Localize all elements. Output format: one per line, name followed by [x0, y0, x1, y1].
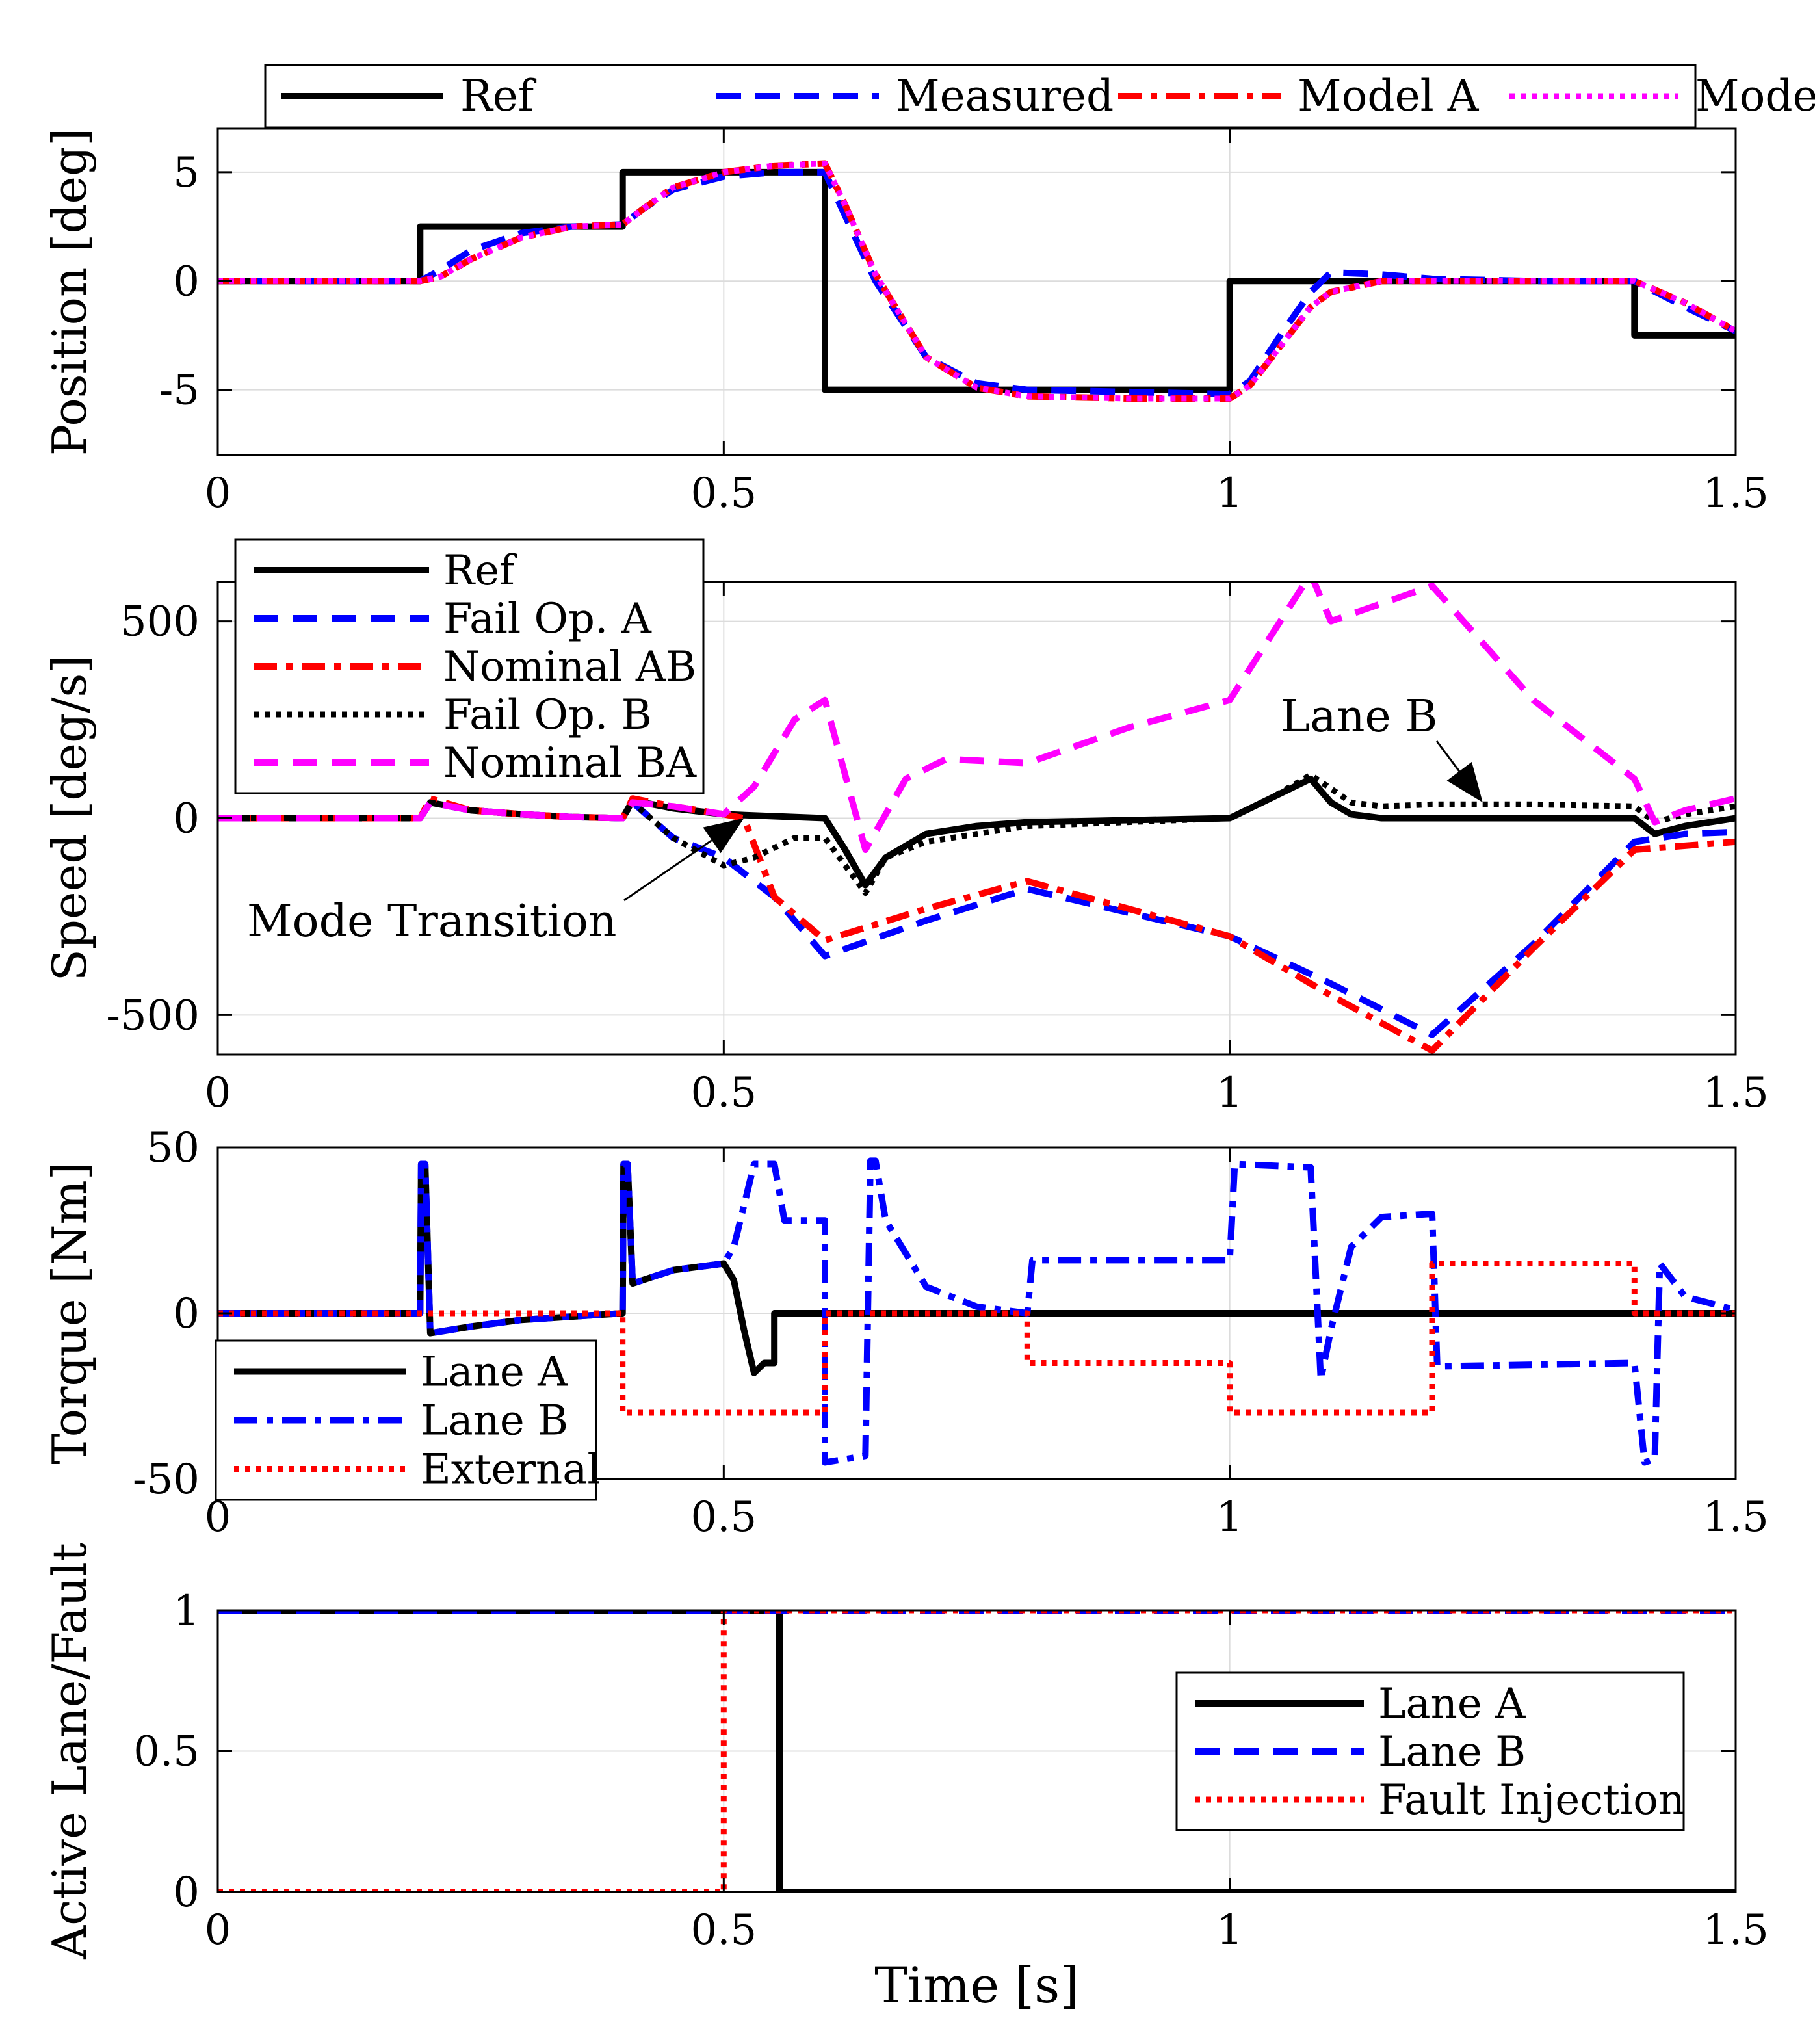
series-line-model-b	[218, 161, 1736, 402]
legend-label: External	[421, 1446, 601, 1494]
legend: Ref Measured Model A Model B	[264, 64, 1815, 129]
x-tick-label: 1	[1216, 1493, 1243, 1541]
legend-label: Ref	[443, 547, 517, 595]
y-tick-label: 1	[173, 1587, 200, 1635]
series-line-lane-a	[218, 1610, 1736, 1892]
x-tick-label: 1.5	[1703, 1906, 1769, 1954]
x-tick-label: 1	[1216, 1069, 1243, 1117]
annotation-arrow-head	[703, 818, 744, 854]
series-line-lane-b	[218, 1157, 1736, 1466]
legend-label: Measured	[896, 71, 1114, 121]
x-tick-label: 0	[205, 1069, 231, 1117]
series-group	[218, 1157, 1736, 1466]
active-lane-panel: 0 0.5 1 1.5 0 0.5 1 Active Lane/Fault Time [s] La…	[42, 1543, 1769, 2014]
legend-box	[215, 1339, 597, 1501]
y-axis-label: Active Lane/Fault	[42, 1543, 97, 1960]
annotation-label: Mode Transition	[247, 896, 617, 947]
legend-label: Fault Injection	[1378, 1776, 1685, 1824]
y-tick-label: 5	[173, 149, 200, 197]
legend-box	[1175, 1671, 1685, 1831]
x-tick-label: 1.5	[1703, 1493, 1769, 1541]
y-tick-label: -500	[106, 991, 200, 1040]
y-tick-label: 50	[147, 1124, 200, 1172]
y-tick-label: 0	[173, 1290, 200, 1338]
x-tick-label: 1	[1216, 1906, 1243, 1954]
x-axis-label: Time [s]	[874, 1956, 1079, 2014]
y-tick-label: 0	[173, 257, 200, 306]
y-tick-label: -5	[159, 367, 200, 415]
legend-box	[264, 64, 1697, 129]
x-tick-label: 0	[205, 469, 231, 518]
legend-label: Lane B	[421, 1397, 568, 1445]
plot-area	[218, 129, 1736, 455]
legend-label: Model B	[1695, 71, 1815, 121]
x-tick-label: 0.5	[690, 469, 757, 518]
annotation-arrow-line	[623, 839, 712, 902]
axes-frame	[216, 127, 1737, 456]
legend-label: Nominal AB	[443, 643, 696, 691]
legend-label: Nominal BA	[443, 739, 697, 787]
annotation-label: Lane B	[1281, 691, 1437, 742]
y-tick-label: 0	[173, 795, 200, 843]
series-group	[218, 582, 1736, 1054]
legend-label: Fail Op. A	[443, 595, 652, 643]
series-line-fail-op-b	[218, 772, 1736, 897]
x-tick-label: 1.5	[1703, 1069, 1769, 1117]
y-tick-label: 500	[120, 598, 200, 646]
y-axis-label: Speed [deg/s]	[42, 655, 97, 982]
series-line-nominal-ba	[218, 582, 1736, 853]
x-tick-label: 1.5	[1703, 469, 1769, 518]
legend-label: Fail Op. B	[443, 691, 652, 739]
legend-label: Lane A	[1378, 1680, 1526, 1728]
legend-label: Lane B	[1378, 1728, 1526, 1776]
legend-label: Lane A	[421, 1348, 568, 1396]
position-panel: 0 0.5 1 1.5 -5 0 5 Position [deg] Ref Measured Mod…	[42, 64, 1815, 518]
y-axis-label: Position [deg]	[42, 128, 97, 456]
annotation-arrow-line	[1435, 740, 1460, 772]
legend-label: Model A	[1298, 71, 1480, 121]
series-group	[218, 160, 1736, 402]
x-tick-label: 0	[205, 1906, 231, 1954]
annotation-arrow-head	[1446, 761, 1483, 803]
series-line-ref	[218, 168, 1736, 393]
x-tick-label: 1	[1216, 469, 1243, 518]
series-group	[218, 1610, 1736, 1892]
x-tick-label: 0.5	[690, 1493, 757, 1541]
y-tick-label: 0	[173, 1868, 200, 1917]
x-tick-label: 0.5	[690, 1906, 757, 1954]
y-tick-label: 0.5	[133, 1728, 200, 1776]
x-tick-label: 0	[205, 1493, 231, 1541]
legend-label: Ref	[460, 71, 537, 121]
y-tick-label: -50	[133, 1456, 200, 1504]
x-tick-label: 0.5	[690, 1069, 757, 1117]
y-axis-label: Torque [Nm]	[42, 1162, 97, 1465]
